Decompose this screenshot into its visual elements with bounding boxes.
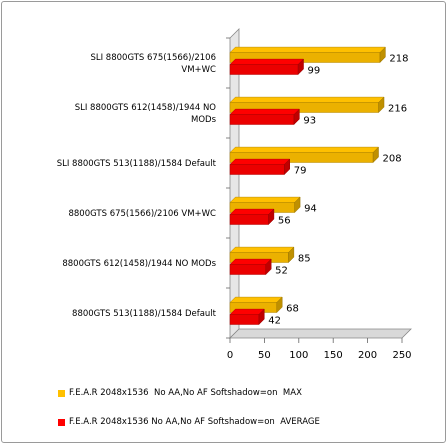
floor [229, 328, 412, 339]
x-tick-label: 100 [289, 350, 308, 361]
bar-end [284, 158, 291, 176]
bar-top [229, 208, 275, 215]
bar-end [268, 208, 275, 226]
bar-end [297, 58, 304, 76]
category-label: 8800GTS 675(1566)/2106 VM+WC [68, 209, 216, 219]
bar [229, 314, 260, 325]
bar-top [229, 158, 291, 165]
category-label: 8800GTS 513(1188)/1584 Default [72, 309, 217, 319]
side-wall [229, 28, 240, 339]
legend-swatch [58, 418, 65, 426]
category-label: SLI 8800GTS 612(1458)/1944 NO [75, 103, 217, 113]
bar-end [265, 258, 272, 276]
data-label: 79 [294, 166, 307, 177]
legend-item: F.E.A.R 2048x1536 No AA,No AF Softshadow… [58, 386, 320, 400]
data-label: 52 [275, 266, 288, 277]
bar-top [229, 58, 305, 65]
bar-top [229, 308, 265, 315]
bar-top [229, 146, 380, 153]
legend: F.E.A.R 2048x1536 No AA,No AF Softshadow… [58, 386, 320, 444]
bar-end [258, 308, 265, 326]
x-tick-label: 200 [358, 350, 377, 361]
bar-end [379, 46, 386, 64]
x-tick-label: 150 [324, 350, 343, 361]
data-label: 68 [286, 304, 299, 315]
bar-top [229, 46, 386, 53]
x-tick-label: 50 [258, 350, 271, 361]
bar [229, 64, 299, 75]
data-label: 99 [308, 66, 321, 77]
x-tick-label: 250 [392, 350, 411, 361]
data-label: 216 [388, 104, 407, 115]
category-label: SLI 8800GTS 675(1566)/2106 [90, 53, 216, 63]
bar [229, 164, 285, 175]
data-label: 208 [383, 154, 402, 165]
bar-end [372, 146, 379, 164]
bar-end [293, 108, 300, 126]
bar-top [229, 96, 385, 103]
bar [229, 214, 269, 225]
bar [229, 114, 295, 125]
data-label: 42 [268, 316, 281, 327]
bar-top [229, 258, 272, 265]
bar-top [229, 246, 295, 253]
bar-top [229, 196, 301, 203]
legend-label: F.E.A.R 2048x1536 No AA,No AF Softshadow… [69, 417, 320, 427]
data-label: 85 [298, 254, 311, 265]
legend-swatch [58, 389, 65, 397]
bar-end [288, 246, 295, 264]
bar-end [378, 96, 385, 114]
bar-end [294, 196, 301, 214]
legend-item: F.E.A.R 2048x1536 No AA,No AF Softshadow… [58, 415, 320, 429]
bar [229, 264, 267, 275]
data-label: 94 [304, 204, 317, 215]
data-label: 56 [278, 216, 291, 227]
bar-end [276, 296, 283, 314]
category-label: VM+WC [181, 65, 216, 75]
data-label: 93 [303, 116, 316, 127]
bar-top [229, 296, 283, 303]
category-label: 8800GTS 612(1458)/1944 NO MODs [62, 259, 216, 269]
data-label: 218 [389, 54, 408, 65]
category-label: SLI 8800GTS 513(1188)/1584 Default [57, 159, 217, 169]
bar-top [229, 108, 300, 115]
x-tick-label: 0 [227, 350, 233, 361]
category-label: MODs [191, 115, 217, 125]
legend-label: F.E.A.R 2048x1536 No AA,No AF Softshadow… [69, 388, 302, 398]
